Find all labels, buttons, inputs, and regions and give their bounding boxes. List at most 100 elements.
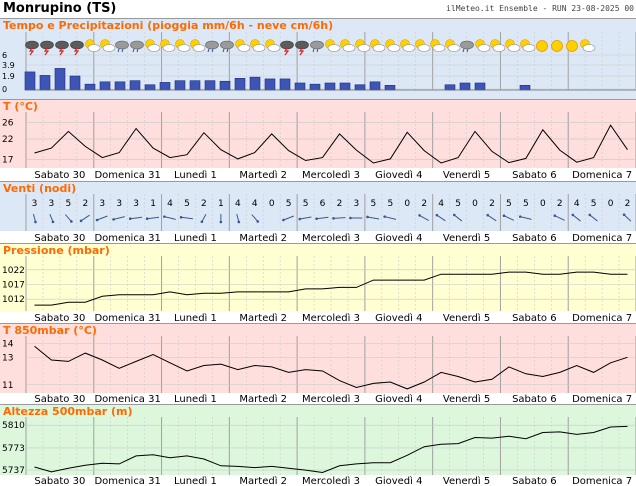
day-label: Lunedì 1 [174,475,217,486]
t850-chart: 14 13 11 Sabato 30 Domenica 31 Lunedì 1 Marted… [0,324,636,404]
cloud-shape [357,44,371,52]
day-label: Domenica 7 [572,233,632,243]
arrow-shaft [80,214,90,222]
partly-cloudy-icon [385,39,401,52]
arrow-shaft [419,214,430,222]
arrow-shaft [49,213,54,223]
sun-shape [536,40,548,52]
wind-speed: 2 [625,199,631,209]
wind-speed: 5 [523,199,529,209]
wind-arrow-icon [282,215,295,222]
day-label: Sabato 30 [34,313,85,323]
t850-line [34,345,628,390]
arrow-shaft [520,216,532,220]
thunderstorm-icon [25,40,39,56]
partly-cloudy-icon [430,39,446,52]
wind-speed: 2 [557,199,563,209]
precip-y-tick: 3.9 [2,61,15,70]
precip-bar [24,71,36,91]
wind-speed: 0 [472,199,478,209]
day-label: Martedì 2 [239,169,287,181]
wind-speed: 0 [540,199,546,209]
sun-shape [566,40,578,52]
arrow-shaft [181,216,193,220]
arrow-head [51,220,55,224]
arrow-head [452,213,456,217]
day-label: Sabato 6 [512,170,557,181]
day-label: Domenica 7 [572,476,632,486]
wind-arrow-icon [349,216,363,220]
thunderstorm-icon [40,40,54,56]
day-label: Mercoledì 3 [302,312,360,323]
wind-speed: 5 [65,199,71,209]
precip-bar [204,80,216,91]
location-title: Monrupino (TS) [3,1,117,16]
lightning-bolt [298,46,305,56]
arrow-shaft [113,216,125,220]
wind-speed: 3 [116,199,122,209]
cloud-shape [87,44,101,52]
arrow-shaft [554,215,565,221]
precip-bar [54,68,66,91]
arrow-shaft [236,213,240,223]
wind-arrow-icon [64,214,73,223]
precip-bar [39,75,51,91]
day-label: Domenica 31 [94,394,160,404]
wind-arrow-icon [163,215,176,220]
rain-drop [226,48,229,53]
day-label: Venerdì 5 [443,169,490,181]
arrow-head [588,213,592,217]
wind-speed: 4 [252,199,258,209]
temp-y-tick: 17 [2,156,13,166]
arrow-shaft [436,214,446,222]
precip-bar [474,82,486,91]
cloud-shape [192,44,206,52]
wind-arrow-icon [251,214,260,223]
t850-title: T 850mbar (°C) [3,324,97,337]
arrow-head [315,217,318,220]
lightning-bolt [58,46,65,56]
rain-drop [132,48,135,53]
day-label: Domenica 31 [94,313,160,323]
day-label: Martedì 2 [239,232,287,243]
day-label-strip [0,231,636,243]
lightning-bolt [43,46,50,56]
partly-cloudy-icon [250,39,266,52]
arrow-head [145,217,149,220]
day-label: Giovedì 4 [375,232,422,243]
day-label: Giovedì 4 [375,169,422,181]
lightning-bolt [73,46,80,56]
wind-arrow-icon [502,214,515,221]
precipitation-panel: 6 3.9 1.9 0 Tempo e Precipitazioni (pioggia… [0,18,636,99]
arrow-head [349,216,352,220]
sun-shape [551,40,563,52]
z500-title: Altezza 500mbar (m) [3,405,133,418]
cloud-shape [447,44,461,52]
precip-bar [144,84,156,91]
pressure-y-tick: 1022 [2,266,25,276]
day-label: Martedì 2 [239,393,287,404]
cloud-shape [205,40,219,50]
cloudy-rain-icon [220,40,234,53]
precip-bar [174,80,186,91]
wind-speed: 2 [421,199,427,209]
t850-y-tick: 14 [2,340,14,350]
day-label: Domenica 7 [572,394,632,404]
wind-speed: 3 [133,199,139,209]
arrow-head [200,220,204,224]
cloud-shape [252,44,266,52]
panel-background [0,324,636,404]
rain-drop [121,48,124,53]
cloudy-rain-icon [115,40,129,53]
arrow-shaft [32,213,36,223]
temp-y-tick: 22 [2,135,13,145]
day-label: Venerdì 5 [443,475,490,486]
t850-panel: 14 13 11 Sabato 30 Domenica 31 Lunedì 1 Marted… [0,323,636,404]
wind-title: Venti (nodi) [3,182,77,195]
pressure-chart: 1022 1017 1012 Sabato 30 Domenica 31 Lunedì 1… [0,244,636,323]
wind-panel: 3 3 5 2 3 3 3 1 4 5 2 1 4 4 0 5 5 6 2 3 5 5 0 2 4 5 0 2 5 5 0 2 4 5 0 2 Saba… [0,181,636,243]
wind-arrow-icon [452,213,463,222]
arrow-head [237,220,241,224]
wind-speed: 5 [286,199,292,209]
cloud-shape [267,44,281,52]
